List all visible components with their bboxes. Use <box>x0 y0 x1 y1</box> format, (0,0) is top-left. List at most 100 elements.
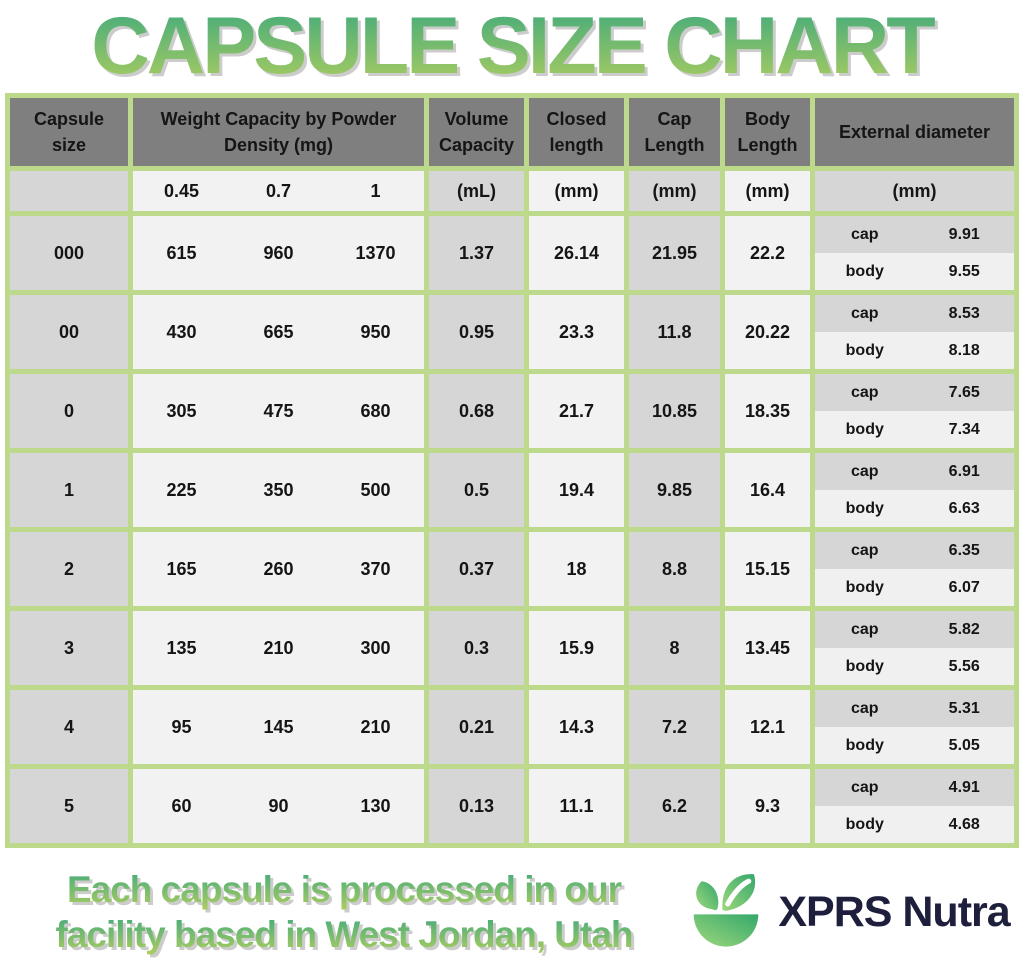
volume-cell: 0.95 <box>429 295 524 369</box>
volume-cell: 0.3 <box>429 611 524 685</box>
external-diameter-cell: cap 9.91 body 9.55 <box>815 216 1014 290</box>
ext-cap-label: cap <box>850 383 879 401</box>
ext-body-value: 9.55 <box>948 262 980 280</box>
mortar-leaf-icon <box>682 869 770 956</box>
brand-name: XPRS Nutra <box>778 887 1010 936</box>
body-length-cell: 16.4 <box>725 453 810 527</box>
body-length-cell: 18.35 <box>725 374 810 448</box>
cap-length-cell: 11.8 <box>629 295 720 369</box>
cap-length-cell: 10.85 <box>629 374 720 448</box>
weight-1-value: 1370 <box>355 242 396 263</box>
header-cap-length: Cap Length <box>629 98 720 166</box>
ext-body-value: 5.56 <box>948 657 980 675</box>
weight-045-value: 165 <box>166 558 197 579</box>
weight-1-value: 210 <box>360 716 391 737</box>
header-capsule-size: Capsule size <box>10 98 128 166</box>
cap-unit-label: (mm) <box>629 171 720 211</box>
ext-body-value: 7.34 <box>948 420 980 438</box>
ext-body-label: body <box>845 420 884 438</box>
body-unit-label: (mm) <box>725 171 810 211</box>
cap-length-cell: 7.2 <box>629 690 720 764</box>
ext-body-label: body <box>845 815 884 833</box>
external-diameter-cell: cap 6.91 body 6.63 <box>815 453 1014 527</box>
weight-capacity-cell: 225 350 500 <box>133 453 424 527</box>
ext-cap-value: 5.82 <box>948 620 980 638</box>
ext-cap-label: cap <box>850 225 879 243</box>
brand-logo: XPRS Nutra <box>678 869 1014 956</box>
external-diameter-cell: cap 8.53 body 8.18 <box>815 295 1014 369</box>
table-row: 5 60 90 130 0.13 11.1 6.2 9.3 cap 4.91 b… <box>10 769 1014 843</box>
page-title: CAPSULE SIZE CHART <box>0 0 1024 93</box>
footer-tagline: Each capsule is processed in our facilit… <box>10 867 678 957</box>
closed-length-cell: 23.3 <box>529 295 624 369</box>
ext-body-value: 6.63 <box>948 499 980 517</box>
capsule-size-cell: 4 <box>10 690 128 764</box>
header-volume-capacity: Volume Capacity <box>429 98 524 166</box>
ext-body-label: body <box>845 262 884 280</box>
ext-body-value: 6.07 <box>948 578 980 596</box>
closed-length-cell: 19.4 <box>529 453 624 527</box>
weight-045-value: 430 <box>166 321 197 342</box>
closed-length-cell: 14.3 <box>529 690 624 764</box>
volume-cell: 0.13 <box>429 769 524 843</box>
volume-cell: 0.5 <box>429 453 524 527</box>
ext-cap-label: cap <box>850 699 879 717</box>
units-row: 0.45 0.7 1 (mL) (mm) (mm) (mm) (mm) <box>10 171 1014 211</box>
weight-07-value: 90 <box>268 795 289 816</box>
volume-cell: 0.21 <box>429 690 524 764</box>
weight-1-value: 300 <box>360 637 391 658</box>
volume-cell: 0.68 <box>429 374 524 448</box>
weight-capacity-cell: 430 665 950 <box>133 295 424 369</box>
weight-capacity-cell: 305 475 680 <box>133 374 424 448</box>
external-diameter-cell: cap 5.82 body 5.56 <box>815 611 1014 685</box>
ext-body-label: body <box>845 499 884 517</box>
body-length-cell: 13.45 <box>725 611 810 685</box>
weight-capacity-cell: 165 260 370 <box>133 532 424 606</box>
weight-capacity-cell: 95 145 210 <box>133 690 424 764</box>
capsule-size-cell: 00 <box>10 295 128 369</box>
weight-1-value: 130 <box>360 795 391 816</box>
density-units-cell: 0.45 0.7 1 <box>133 171 424 211</box>
closed-length-cell: 11.1 <box>529 769 624 843</box>
body-length-cell: 20.22 <box>725 295 810 369</box>
table-row: 3 135 210 300 0.3 15.9 8 13.45 cap 5.82 … <box>10 611 1014 685</box>
closed-unit-label: (mm) <box>529 171 624 211</box>
weight-07-value: 475 <box>263 400 294 421</box>
ext-cap-label: cap <box>850 462 879 480</box>
weight-045-value: 305 <box>166 400 197 421</box>
ext-body-label: body <box>845 657 884 675</box>
external-diameter-cell: cap 4.91 body 4.68 <box>815 769 1014 843</box>
table-row: 0 305 475 680 0.68 21.7 10.85 18.35 cap … <box>10 374 1014 448</box>
table-header-row: Capsule size Weight Capacity by Powder D… <box>10 98 1014 166</box>
weight-07-value: 210 <box>263 637 294 658</box>
footer-tagline-line2: facility based in West Jordan, Utah <box>55 914 633 955</box>
weight-07-value: 260 <box>263 558 294 579</box>
ext-cap-value: 4.91 <box>948 778 980 796</box>
ext-cap-value: 9.91 <box>948 225 980 243</box>
table-row: 00 430 665 950 0.95 23.3 11.8 20.22 cap … <box>10 295 1014 369</box>
weight-07-value: 350 <box>263 479 294 500</box>
capsule-size-cell: 1 <box>10 453 128 527</box>
footer-tagline-line1: Each capsule is processed in our <box>66 869 622 910</box>
table-row: 4 95 145 210 0.21 14.3 7.2 12.1 cap 5.31… <box>10 690 1014 764</box>
volume-unit-label: (mL) <box>429 171 524 211</box>
capsule-size-cell: 5 <box>10 769 128 843</box>
weight-045-value: 225 <box>166 479 197 500</box>
ext-body-label: body <box>845 736 884 754</box>
ext-cap-value: 5.31 <box>948 699 980 717</box>
ext-body-label: body <box>845 578 884 596</box>
ext-cap-value: 8.53 <box>948 304 980 322</box>
header-body-length: Body Length <box>725 98 810 166</box>
ext-cap-label: cap <box>850 778 879 796</box>
table-row: 2 165 260 370 0.37 18 8.8 15.15 cap 6.35… <box>10 532 1014 606</box>
header-closed-length: Closed length <box>529 98 624 166</box>
header-weight-capacity: Weight Capacity by Powder Density (mg) <box>133 98 424 166</box>
closed-length-cell: 21.7 <box>529 374 624 448</box>
ext-body-value: 4.68 <box>948 815 980 833</box>
weight-1-value: 500 <box>360 479 391 500</box>
density-07-label: 0.7 <box>265 180 292 201</box>
weight-045-value: 135 <box>166 637 197 658</box>
closed-length-cell: 18 <box>529 532 624 606</box>
cap-length-cell: 8 <box>629 611 720 685</box>
ext-cap-label: cap <box>850 620 879 638</box>
